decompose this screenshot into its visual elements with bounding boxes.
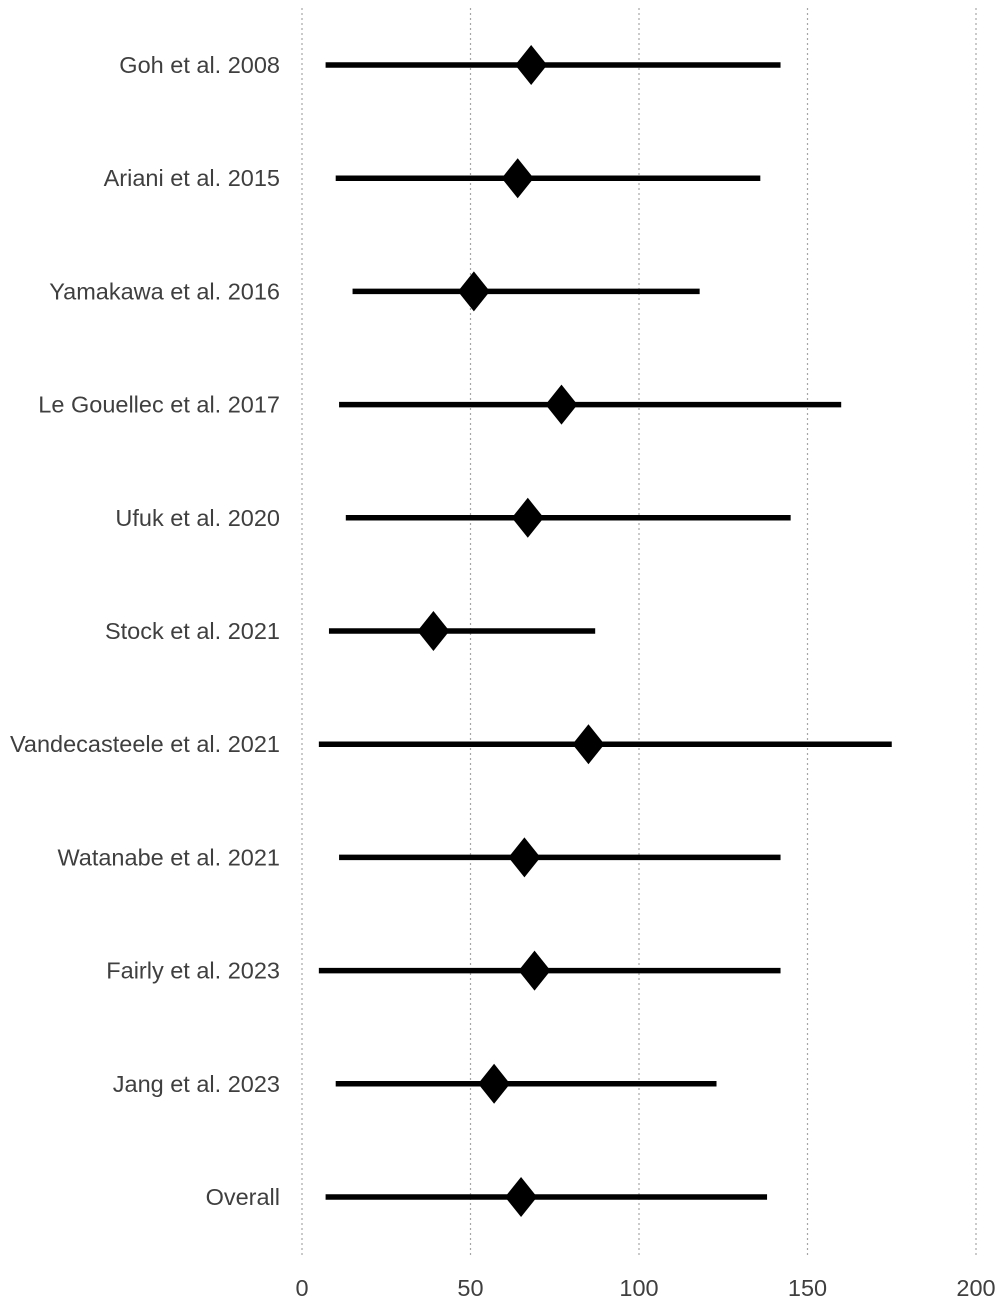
x-tick-label: 100: [619, 1275, 658, 1301]
study-label: Vandecasteele et al. 2021: [10, 731, 280, 757]
estimate-diamond-marker: [457, 271, 490, 312]
x-tick-label: 150: [788, 1275, 827, 1301]
x-tick-label: 50: [457, 1275, 483, 1301]
estimate-diamond-marker: [417, 611, 450, 651]
estimate-diamond-marker: [545, 384, 578, 425]
estimate-diamond-marker: [505, 1177, 538, 1217]
estimate-diamond-marker: [511, 497, 544, 538]
study-label: Fairly et al. 2023: [106, 958, 280, 984]
study-label: Yamakawa et al. 2016: [49, 278, 280, 304]
study-label: Le Gouellec et al. 2017: [38, 392, 280, 418]
study-label: Jang et al. 2023: [113, 1071, 280, 1097]
x-tick-label: 0: [295, 1275, 308, 1301]
estimate-diamond-marker: [572, 724, 605, 765]
study-label: Goh et al. 2008: [119, 52, 280, 78]
estimate-diamond-marker: [515, 45, 548, 85]
estimate-diamond-marker: [508, 837, 541, 878]
study-label: Ufuk et al. 2020: [115, 505, 280, 531]
estimate-diamond-marker: [518, 950, 551, 991]
study-label: Ariani et al. 2015: [104, 165, 280, 191]
study-label: Overall: [206, 1184, 280, 1210]
estimate-diamond-marker: [501, 158, 534, 199]
estimate-diamond-marker: [478, 1063, 511, 1104]
study-label: Stock et al. 2021: [105, 618, 280, 644]
study-label: Watanabe et al. 2021: [57, 844, 280, 870]
x-tick-label: 200: [956, 1275, 995, 1301]
